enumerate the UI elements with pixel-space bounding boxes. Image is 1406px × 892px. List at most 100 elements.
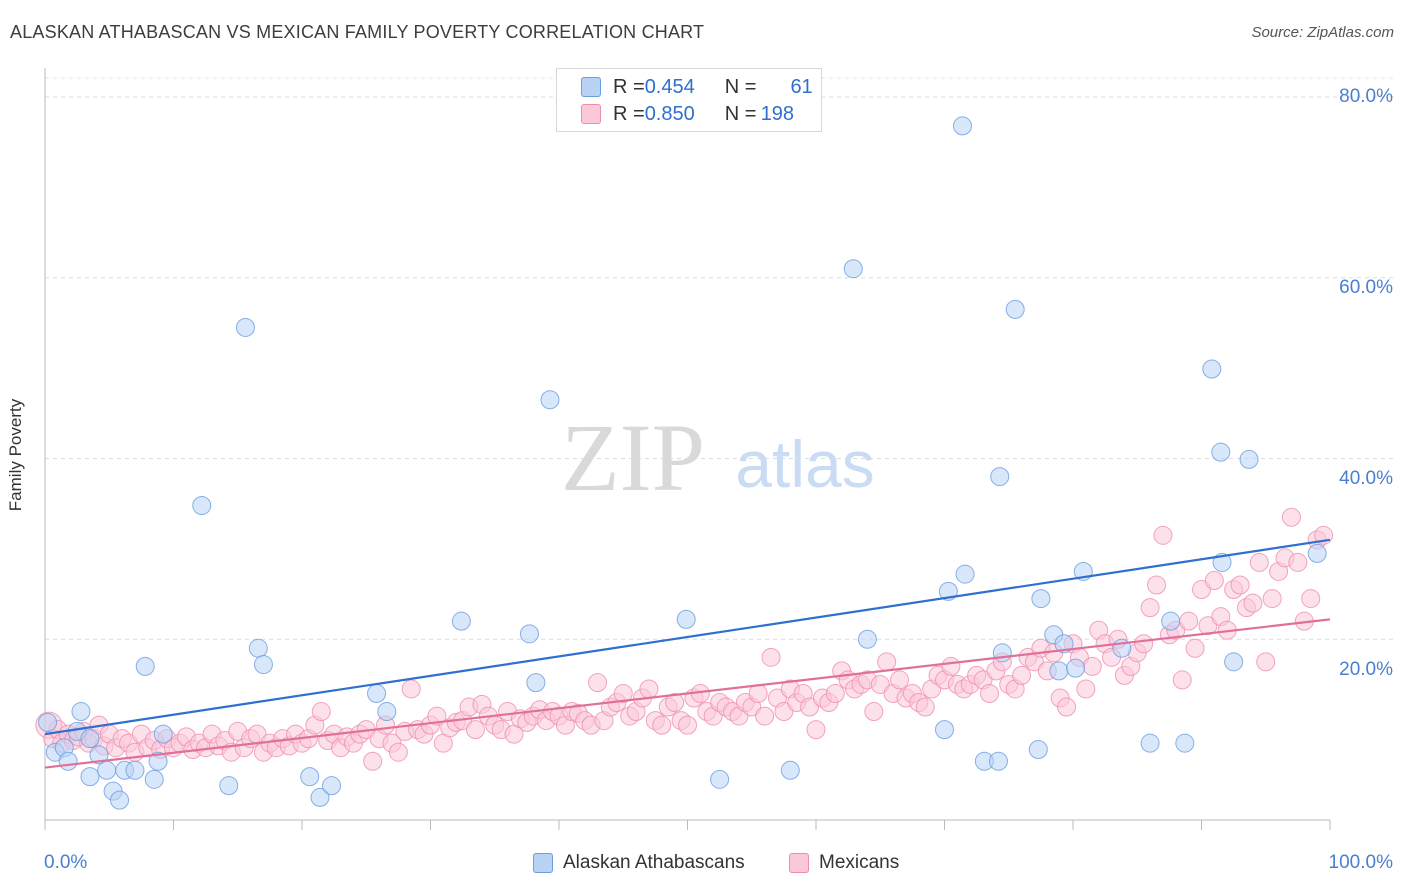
y-tick-label: 80.0% [1339,86,1393,107]
data-point [235,317,255,337]
r-label: R = [613,75,645,98]
data-point [38,712,58,732]
legend-swatch-athabascans [533,853,553,873]
data-point [990,467,1010,487]
data-point [941,656,961,676]
data-point [427,706,447,726]
n-value: 198 [760,102,795,125]
legend-swatch-mexicans [789,853,809,873]
data-point [1224,652,1244,672]
data-point [1147,575,1167,595]
data-point [248,638,268,658]
data-point [1076,679,1096,699]
data-point [1262,589,1282,609]
r-value: 0.454 [644,75,695,98]
data-point [1161,611,1181,631]
n-label: N = [724,102,757,125]
data-point [1202,359,1222,379]
data-point [1012,665,1032,685]
data-point [800,697,820,717]
data-point [1054,634,1074,654]
data-point [1031,589,1051,609]
data-point [1281,507,1301,527]
data-point [219,776,239,796]
data-point [1256,652,1276,672]
data-point [864,702,884,722]
data-point [401,679,421,699]
data-point [300,767,320,787]
data-point [710,769,730,789]
r-label: R = [613,102,645,125]
data-point [613,683,633,703]
data-point [639,679,659,699]
data-point [952,116,972,136]
data-point [71,702,91,722]
data-point [915,697,935,717]
y-tick-label: 40.0% [1339,468,1393,489]
data-point [1153,525,1173,545]
data-point [1307,543,1327,563]
data-point [877,652,897,672]
watermark-zip: ZIP [561,404,705,511]
data-point [806,720,826,740]
data-point [1211,442,1231,462]
data-point [1192,580,1211,600]
data-point [870,674,890,694]
data-point [1175,733,1195,753]
data-point [465,720,485,740]
r-value: 0.850 [644,102,695,125]
data-point [153,724,173,744]
data-point [526,673,546,693]
data-point [1140,598,1160,618]
data-point [89,745,109,765]
data-point [1140,733,1160,753]
legend-label-mexicans: Mexicans [819,852,900,873]
n-value: 61 [790,75,813,98]
data-point [665,693,685,713]
data-point [761,647,781,667]
legend-item-mexicans: Mexicans [789,852,899,874]
data-point [843,259,863,279]
axes [44,68,1331,830]
data-point [1301,589,1321,609]
data-point [676,609,696,629]
data-point [1179,611,1199,631]
data-point [1134,634,1154,654]
data-point [377,702,397,722]
data-point [519,624,539,644]
data-point [540,390,560,410]
data-point [1172,670,1192,690]
data-point [825,683,845,703]
data-point [363,751,383,771]
watermark-atlas: atlas [735,427,874,501]
chart-title: ALASKAN ATHABASCAN VS MEXICAN FAMILY POV… [10,22,705,42]
data-point [1239,449,1259,469]
data-point [1249,552,1269,572]
n-label: N = [724,75,757,98]
x-tick-label-min: 0.0% [44,852,88,873]
data-point [1204,571,1224,591]
data-point [80,729,100,749]
data-point [678,715,697,735]
data-point [322,776,342,796]
data-point [988,751,1008,771]
data-point [755,706,775,726]
data-point [1005,299,1025,319]
series-alaskan-athabascans [38,116,1327,810]
legend-label-athabascans: Alaskan Athabascans [563,852,745,873]
data-point [588,673,608,693]
legend-row-mexican: R = 0.850 N = 198 [581,101,801,127]
data-point [253,655,273,675]
data-point [58,751,78,771]
gridlines [45,77,1393,640]
data-point [652,715,672,735]
data-point [310,787,330,807]
data-point [1049,661,1069,681]
data-point [1057,697,1077,717]
data-point [1198,616,1218,636]
data-point [890,670,910,690]
legend-item-athabascans: Alaskan Athabascans [533,852,745,874]
watermark: ZIP atlas [561,404,875,511]
data-point [774,702,794,722]
